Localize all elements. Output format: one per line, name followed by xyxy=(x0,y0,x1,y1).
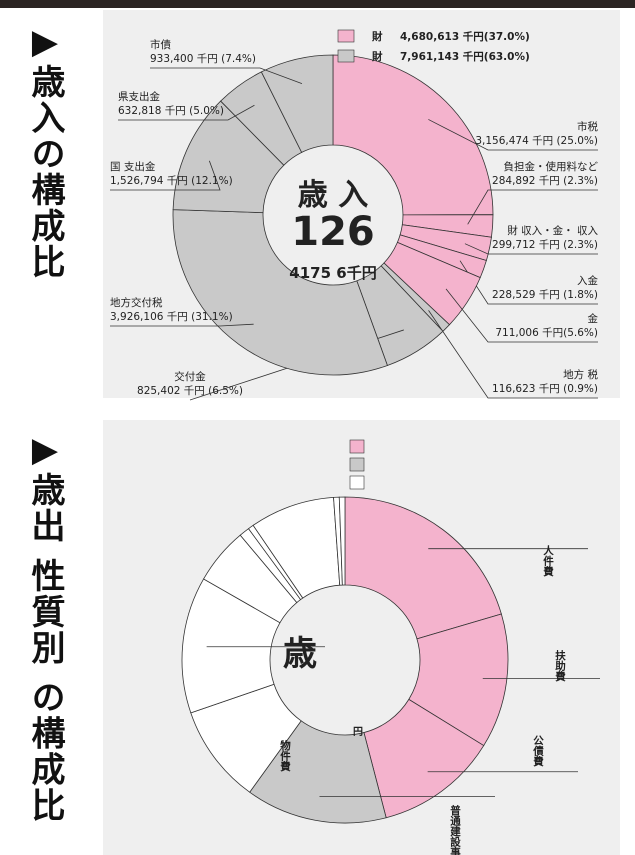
leader-line xyxy=(110,323,254,327)
slice-label: 入金 xyxy=(577,274,598,287)
slice-value: 116,623 千円 (0.9%) xyxy=(492,383,598,395)
legend-swatch xyxy=(337,29,355,43)
legend-swatch xyxy=(337,49,355,63)
banner: ▶歳出 性質別 の構成比 xyxy=(25,430,65,824)
slice-value: 632,818 千円 (5.0%) xyxy=(118,105,224,117)
center-text: 126 xyxy=(291,209,375,255)
leader-line xyxy=(428,119,598,151)
slice-value: 711,006 千円(5.6%) xyxy=(495,327,598,339)
center-text: 4175 6千円 xyxy=(289,264,376,282)
leader-line xyxy=(464,243,598,255)
slice-value: 228,529 千円 (1.8%) xyxy=(492,289,598,301)
leader-line xyxy=(428,310,598,399)
slice-value: 299,712 千円 (2.3%) xyxy=(492,239,598,251)
slice xyxy=(344,496,502,640)
slice-label: 地方 税 xyxy=(563,368,598,381)
center-text: 歳 xyxy=(283,634,317,674)
banner: ▶歳入の構成比 xyxy=(25,22,65,280)
slice-label: 公債費 xyxy=(532,735,544,767)
slice xyxy=(338,496,346,586)
slice-label: 県支出金 xyxy=(118,90,160,103)
leader-line xyxy=(150,67,303,84)
slice-value: 933,400 千円 (7.4%) xyxy=(150,53,256,65)
slice-label: 財 収入・金・ 収入 xyxy=(507,224,598,237)
slice-value: 284,892 千円 (2.3%) xyxy=(492,175,598,187)
slice-label: 市債 xyxy=(150,38,171,51)
slice-label: 物件費 xyxy=(279,739,291,772)
slice-label: 国 支出金 xyxy=(110,160,156,173)
leader-line xyxy=(118,104,255,121)
legend-swatch xyxy=(349,457,365,472)
slice-label: 負担金・使用料など xyxy=(504,160,599,173)
legend-swatch xyxy=(349,475,365,490)
slice-value: 3,156,474 千円 (25.0%) xyxy=(475,135,598,147)
slice-value: 3,926,106 千円 (31.1%) xyxy=(110,311,233,323)
center-text: 円 xyxy=(353,726,363,738)
slice-label: 地方交付税 xyxy=(110,296,163,309)
slice xyxy=(172,209,388,376)
legend-swatch xyxy=(349,439,365,454)
slice-label: 扶助費 xyxy=(554,649,566,682)
slice-value: 825,402 千円 (6.5%) xyxy=(137,385,243,397)
slice-label: 交付金 xyxy=(174,370,206,383)
slice xyxy=(260,54,334,153)
legend-label: 財 xyxy=(371,30,383,43)
slice-label: 金 xyxy=(588,312,599,325)
leader-line xyxy=(467,189,598,225)
legend-value: 7,961,143 千円(63.0%) xyxy=(400,50,530,63)
top-bar xyxy=(0,0,635,8)
legend-value: 4,680,613 千円(37.0%) xyxy=(400,30,530,43)
slice-label: 市税 xyxy=(577,120,598,133)
slice xyxy=(181,578,281,714)
slice-value: 1,526,794 千円 (12.1%) xyxy=(110,175,233,187)
slice-label: 人件費 xyxy=(542,544,554,577)
leader-line xyxy=(110,160,221,191)
slice-label: 普通建設事業費 xyxy=(449,804,461,855)
leader-line xyxy=(445,288,598,343)
legend-label: 財 xyxy=(371,50,383,63)
slice xyxy=(332,54,494,216)
center-text: 歳 入 xyxy=(298,178,368,213)
